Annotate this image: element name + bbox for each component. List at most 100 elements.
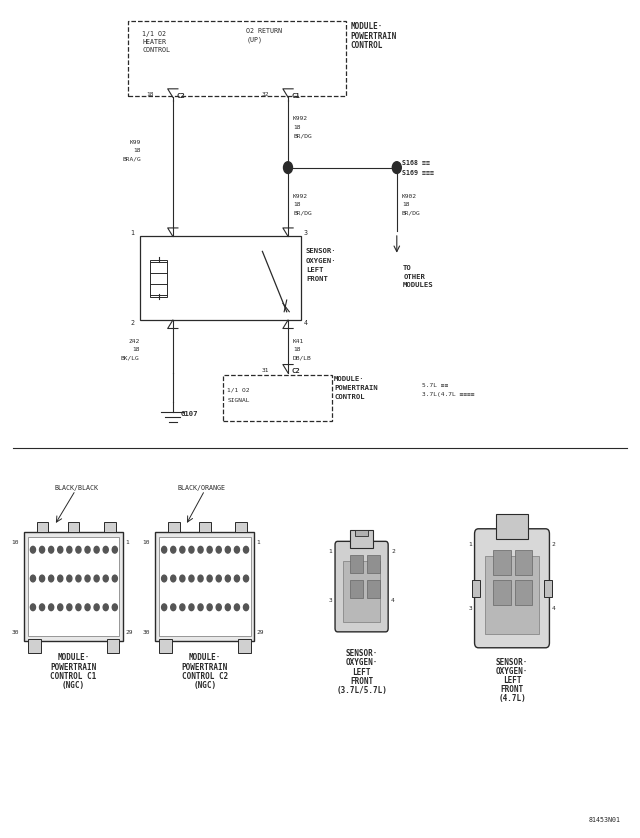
- Text: 2: 2: [391, 549, 395, 554]
- Circle shape: [58, 546, 63, 553]
- Text: DB/LB: DB/LB: [293, 355, 312, 360]
- Bar: [367, 580, 380, 598]
- Bar: [104, 522, 115, 532]
- Bar: [343, 561, 380, 622]
- Text: 1: 1: [256, 540, 260, 545]
- Text: (4.7L): (4.7L): [498, 695, 526, 703]
- Circle shape: [234, 575, 239, 582]
- Text: K992: K992: [293, 116, 308, 122]
- Circle shape: [171, 546, 176, 553]
- Text: 18: 18: [293, 202, 301, 207]
- Text: 3: 3: [303, 230, 307, 236]
- Text: CONTROL C2: CONTROL C2: [182, 672, 228, 680]
- Bar: [159, 537, 250, 636]
- Circle shape: [180, 575, 185, 582]
- Circle shape: [225, 546, 230, 553]
- Bar: [106, 639, 119, 653]
- Text: CONTROL: CONTROL: [334, 394, 365, 401]
- Circle shape: [216, 604, 221, 611]
- Bar: [493, 550, 511, 575]
- FancyBboxPatch shape: [335, 541, 388, 632]
- Text: 1: 1: [468, 542, 472, 547]
- Circle shape: [171, 604, 176, 611]
- Text: TO: TO: [403, 265, 412, 272]
- Circle shape: [234, 546, 239, 553]
- Bar: [236, 522, 247, 532]
- Circle shape: [49, 604, 54, 611]
- Text: SENSOR·: SENSOR·: [496, 658, 528, 666]
- Circle shape: [31, 604, 36, 611]
- Circle shape: [76, 604, 81, 611]
- Text: OTHER: OTHER: [403, 273, 425, 280]
- Text: POWERTRAIN: POWERTRAIN: [351, 32, 397, 40]
- Circle shape: [112, 604, 117, 611]
- Text: 31: 31: [261, 368, 269, 373]
- Text: BLACK/BLACK: BLACK/BLACK: [54, 484, 99, 491]
- Bar: [367, 555, 380, 573]
- Circle shape: [40, 604, 45, 611]
- Text: LEFT: LEFT: [306, 266, 323, 273]
- Circle shape: [58, 575, 63, 582]
- Text: K41: K41: [293, 339, 305, 344]
- Bar: [140, 236, 301, 320]
- Circle shape: [216, 546, 221, 553]
- Circle shape: [85, 604, 90, 611]
- Text: CONTROL: CONTROL: [351, 41, 383, 49]
- Circle shape: [189, 546, 194, 553]
- Text: S169 ≡≡≡: S169 ≡≡≡: [402, 170, 434, 177]
- Text: 4: 4: [303, 320, 307, 327]
- Text: G107: G107: [180, 411, 198, 417]
- Bar: [155, 532, 254, 641]
- Circle shape: [234, 604, 239, 611]
- Circle shape: [67, 604, 72, 611]
- Circle shape: [94, 604, 99, 611]
- Circle shape: [171, 575, 176, 582]
- Bar: [128, 21, 346, 96]
- Circle shape: [189, 604, 194, 611]
- Text: FRONT: FRONT: [500, 685, 524, 694]
- Text: S168 ≡≡: S168 ≡≡: [402, 159, 430, 166]
- Text: LEFT: LEFT: [503, 676, 521, 685]
- Circle shape: [198, 575, 203, 582]
- Circle shape: [161, 575, 166, 582]
- Text: 1: 1: [328, 549, 332, 554]
- Text: 18: 18: [293, 125, 301, 130]
- Text: 30: 30: [143, 630, 150, 635]
- Circle shape: [67, 575, 72, 582]
- Text: CONTROL C1: CONTROL C1: [51, 672, 97, 680]
- Text: 10: 10: [143, 540, 150, 545]
- Text: 18: 18: [133, 148, 141, 153]
- Circle shape: [392, 162, 401, 173]
- Text: SIGNAL: SIGNAL: [227, 398, 250, 403]
- Circle shape: [40, 575, 45, 582]
- Circle shape: [207, 546, 212, 553]
- Text: 81453N01: 81453N01: [589, 816, 621, 823]
- Text: K902: K902: [402, 194, 417, 199]
- Circle shape: [198, 546, 203, 553]
- Text: 1/1 O2: 1/1 O2: [227, 387, 250, 392]
- Circle shape: [103, 604, 108, 611]
- Text: 18: 18: [146, 92, 154, 97]
- Text: BR/DG: BR/DG: [293, 210, 312, 215]
- Text: Z42: Z42: [128, 339, 140, 344]
- Text: BR/DG: BR/DG: [402, 210, 420, 215]
- Text: OXYGEN·: OXYGEN·: [346, 659, 378, 667]
- Text: 18: 18: [293, 347, 301, 352]
- Circle shape: [161, 546, 166, 553]
- Circle shape: [31, 575, 36, 582]
- Text: POWERTRAIN: POWERTRAIN: [182, 663, 228, 671]
- Circle shape: [40, 546, 45, 553]
- Circle shape: [284, 162, 292, 173]
- Text: K99: K99: [129, 140, 141, 145]
- Circle shape: [243, 546, 248, 553]
- Text: 3: 3: [468, 606, 472, 611]
- Text: 1: 1: [131, 230, 134, 236]
- Circle shape: [94, 546, 99, 553]
- Text: 30: 30: [12, 630, 19, 635]
- Circle shape: [189, 575, 194, 582]
- Circle shape: [67, 546, 72, 553]
- Circle shape: [103, 575, 108, 582]
- Text: 29: 29: [125, 630, 132, 635]
- Text: (NGC): (NGC): [193, 681, 216, 690]
- Circle shape: [198, 604, 203, 611]
